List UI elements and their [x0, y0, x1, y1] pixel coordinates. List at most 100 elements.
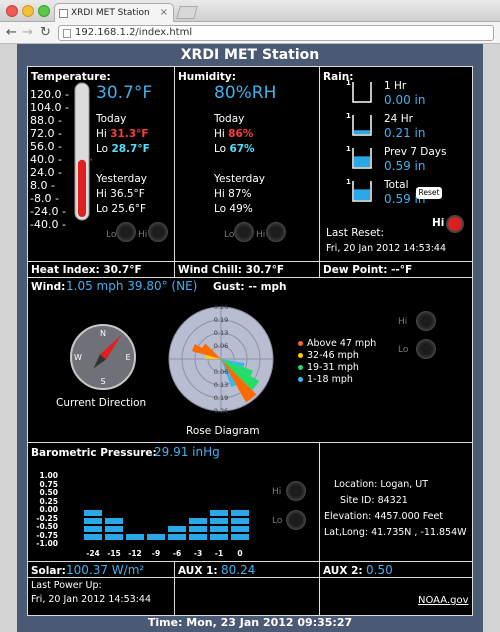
- rain-period: 24 Hr: [384, 113, 413, 125]
- wind-lo-knob[interactable]: [416, 339, 436, 359]
- current-direction-label: Current Direction: [56, 397, 147, 409]
- rose-ring-label: 0.26: [214, 303, 228, 311]
- pressure-bar-segment: [105, 534, 123, 540]
- rose-diagram: 0.26 0.19 0.13 0.06 0.06 0.13 0.19 0.26: [168, 303, 274, 415]
- legend-item: 1-18 mph: [298, 374, 353, 385]
- pressure-bar-segment: [189, 518, 207, 524]
- pressure-x-label: -1: [214, 549, 224, 558]
- address-bar[interactable]: 192.168.1.2/index.html: [58, 25, 494, 41]
- pressure-bar-segment: [147, 534, 165, 540]
- close-window-button[interactable]: [6, 5, 18, 17]
- compass-e: E: [125, 353, 130, 362]
- thermometer-tick: 120.0 -: [30, 88, 69, 101]
- compass-w: W: [74, 353, 82, 362]
- humidity-yesterday-label: Yesterday: [214, 173, 265, 185]
- humidity-lo-knob[interactable]: [234, 222, 254, 242]
- pressure-bar-segment: [189, 534, 207, 540]
- aux1-value: 80.24: [221, 563, 256, 577]
- solar-value: 100.37 W/m²: [66, 563, 145, 577]
- pressure-y-label: -1.00: [36, 539, 58, 548]
- rose-wedge: [221, 359, 253, 376]
- humidity-today-label: Today: [214, 113, 245, 125]
- divider: [174, 67, 175, 277]
- divider: [319, 577, 320, 615]
- pressure-y-label: -0.25: [36, 513, 58, 523]
- aux2-value: 0.50: [366, 563, 393, 577]
- pressure-y-label: 0.25: [39, 496, 58, 506]
- reset-button[interactable]: Reset: [416, 187, 442, 199]
- back-icon[interactable]: ←: [6, 25, 17, 40]
- pressure-x-label: -15: [107, 549, 121, 558]
- rose-ring-label: 0.06: [214, 342, 228, 350]
- reload-icon[interactable]: ↻: [40, 25, 51, 40]
- rose-wedge: [221, 359, 236, 388]
- thermometer-tick: 88.0 -: [30, 114, 62, 127]
- compass: N S E W: [70, 324, 136, 390]
- pressure-bar-segment: [210, 534, 228, 540]
- rose-wedge: [221, 359, 260, 391]
- thermometer: [74, 82, 92, 221]
- rain-scale-max: 1: [346, 178, 351, 186]
- pressure-bar-segment: [168, 526, 186, 532]
- station-panel: Temperature: 120.0 -104.0 -88.0 -72.0 -5…: [27, 66, 473, 616]
- forward-icon[interactable]: →: [22, 25, 33, 40]
- wind-chill: Wind Chill: 30.7°F: [178, 264, 284, 276]
- noaa-link[interactable]: NOAA.gov: [418, 595, 469, 606]
- zoom-window-button[interactable]: [38, 5, 50, 17]
- rain-scale-max: 1: [346, 112, 351, 120]
- humidity-hi-knob[interactable]: [266, 222, 286, 242]
- legend-item: 19-31 mph: [298, 362, 359, 373]
- aux2-label: AUX 2:: [323, 565, 363, 577]
- current-time: Time: Mon, 23 Jan 2012 09:35:27: [147, 616, 353, 629]
- pressure-y-label: 0.50: [39, 488, 58, 497]
- pressure-bar-segment: [231, 534, 249, 540]
- rose-ring-label: 0.26: [214, 407, 228, 415]
- thermometer-tick: -40.0 -: [30, 218, 66, 231]
- temperature-hi-knob-label: Hi: [138, 230, 148, 240]
- rain-bucket: [352, 82, 372, 103]
- pressure-value: 29.91 inHg: [154, 445, 220, 459]
- browser-titlebar: XRDI MET Station ×: [0, 0, 500, 22]
- pressure-bar-segment: [231, 526, 249, 532]
- pressure-y-label: 0.00: [39, 505, 58, 514]
- pressure-y-label: -0.50: [36, 522, 58, 531]
- legend-swatch: [298, 341, 303, 346]
- elevation: Elevation: 4457.000 Feet: [324, 511, 444, 522]
- thermometer-tick: 72.0 -: [30, 127, 62, 140]
- rose-ring-label: 0.13: [214, 381, 228, 389]
- page-icon: [63, 29, 71, 38]
- legend-label: 32-46 mph: [307, 350, 359, 361]
- divider: [28, 561, 472, 562]
- rose-ring-label: 0.19: [214, 316, 228, 324]
- pressure-bar-segment: [168, 534, 186, 540]
- rain-alarm-button[interactable]: [446, 215, 464, 233]
- solar-label: Solar:: [31, 565, 66, 577]
- pressure-bar-segment: [105, 518, 123, 524]
- temperature-lo-knob[interactable]: [116, 222, 136, 242]
- humidity-today-lo: Lo 67%: [214, 143, 255, 155]
- pressure-y-label: -0.75: [36, 530, 58, 540]
- rain-value: 0.59 in: [384, 192, 426, 206]
- minimize-window-button[interactable]: [22, 5, 34, 17]
- thermometer-tick: -24.0 -: [30, 205, 66, 218]
- rose-wedge: [221, 359, 245, 368]
- new-tab-button[interactable]: [176, 6, 198, 19]
- temperature-lo-knob-label: Lo: [106, 230, 117, 240]
- temperature-today-hi: Hi 31.3°F: [96, 128, 149, 140]
- rain-bucket-outline: [352, 181, 372, 202]
- browser-tab[interactable]: XRDI MET Station ×: [54, 3, 174, 22]
- thermometer-fill: [78, 159, 86, 217]
- pressure-y-label: 1.00: [39, 471, 58, 480]
- divider: [319, 442, 320, 577]
- temperature-label: Temperature:: [31, 71, 111, 83]
- compass-needle: [93, 334, 122, 369]
- pressure-hi-knob[interactable]: [286, 481, 306, 501]
- rain-value: 0.00 in: [384, 93, 426, 107]
- close-tab-icon[interactable]: ×: [159, 7, 168, 18]
- rain-period: 1 Hr: [384, 80, 407, 92]
- wind-hi-knob[interactable]: [416, 311, 436, 331]
- pressure-lo-knob[interactable]: [286, 510, 306, 530]
- rain-bucket-outline: [352, 115, 372, 136]
- temperature-hi-knob[interactable]: [148, 222, 168, 242]
- compass-n: N: [100, 329, 106, 338]
